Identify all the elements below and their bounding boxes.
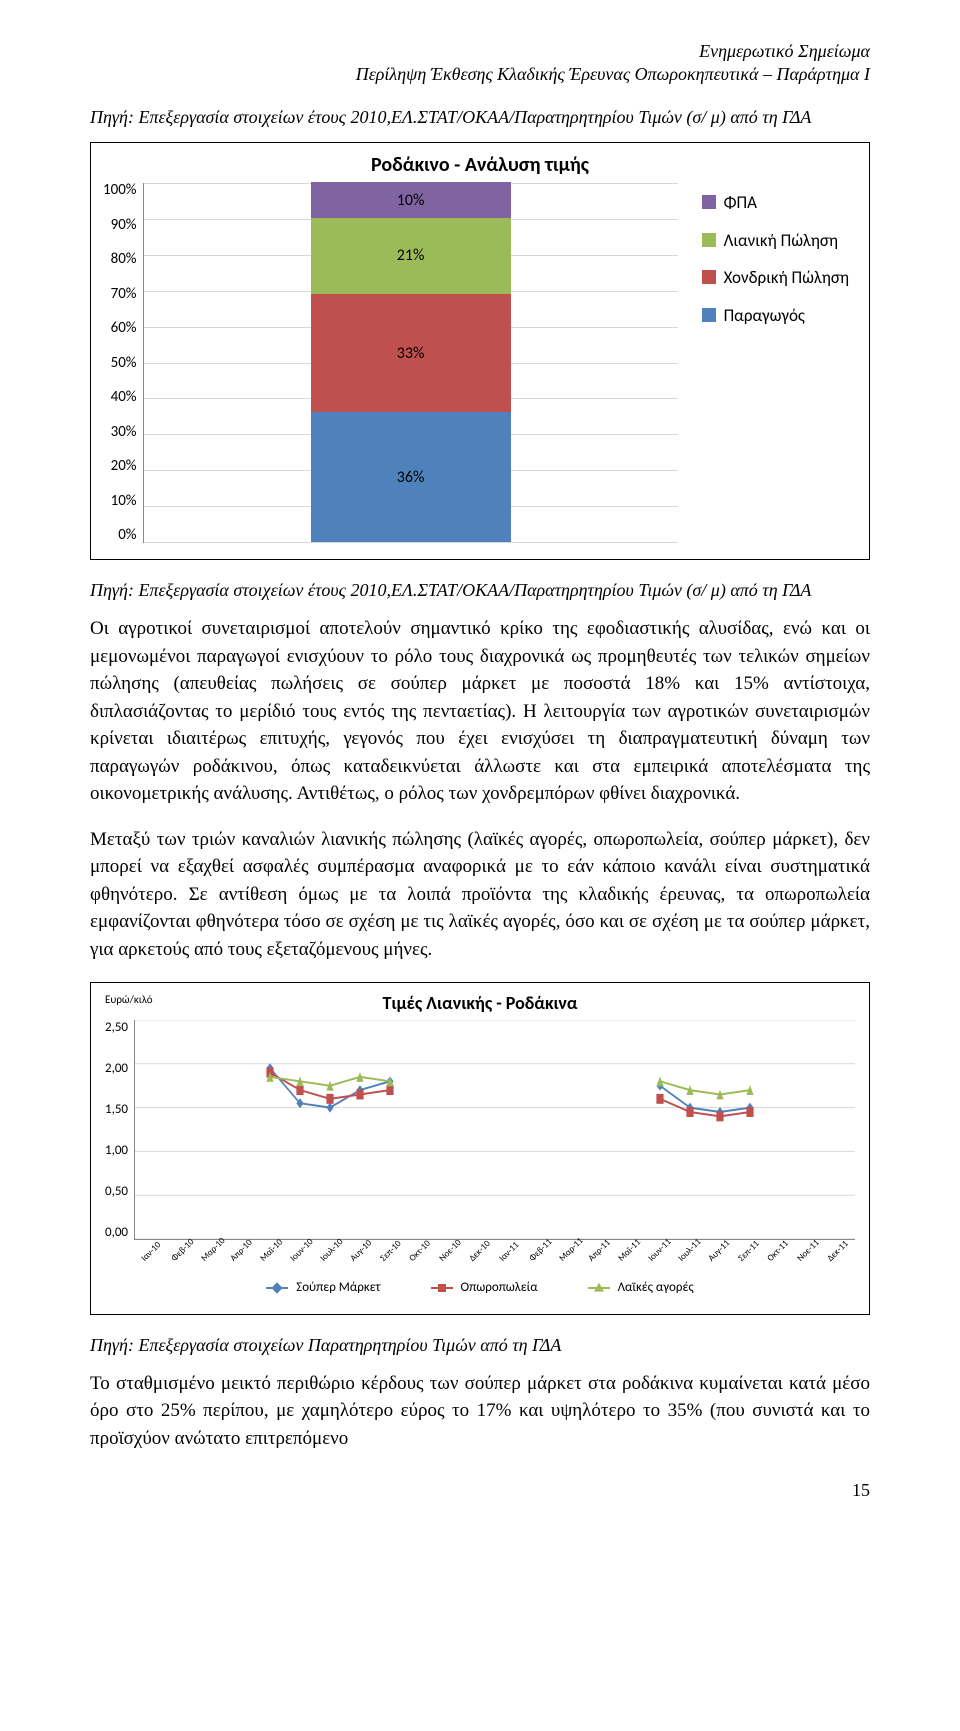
chart1-legend-item: Λιανική Πώληση bbox=[702, 231, 849, 251]
legend-text: Χονδρική Πώληση bbox=[724, 268, 849, 288]
legend-swatch bbox=[702, 270, 716, 284]
chart2-ytick: 1,00 bbox=[105, 1143, 128, 1158]
chart1-segment-lianiki: 21% bbox=[311, 218, 511, 294]
chart2-ytick: 0,00 bbox=[105, 1225, 128, 1240]
chart1-ytick: 40% bbox=[103, 390, 137, 405]
legend-swatch bbox=[702, 308, 716, 322]
chart1-ytick: 100% bbox=[103, 183, 137, 198]
chart1-legend: ΦΠΑ Λιανική Πώληση Χονδρική Πώληση Παραγωγό… bbox=[678, 183, 857, 543]
chart1-ytick: 10% bbox=[103, 494, 137, 509]
doc-header: Ενημερωτικό Σημείωμα Περίληψη Έκθεσης Κλ… bbox=[90, 40, 870, 85]
chart1-legend-item: Παραγωγός bbox=[702, 306, 849, 326]
chart1-ytick: 70% bbox=[103, 287, 137, 302]
legend-text: Οπωροπωλεία bbox=[461, 1281, 538, 1296]
header-line-1: Ενημερωτικό Σημείωμα bbox=[90, 40, 870, 63]
source-line-3: Πηγή: Επεξεργασία στοιχείων Παρατηρητηρί… bbox=[90, 1335, 870, 1356]
chart2-legend-item: Σούπερ Μάρκετ bbox=[266, 1281, 380, 1296]
chart1-title: Ροδάκινο - Ανάλυση τιμής bbox=[103, 153, 857, 177]
chart1-ytick: 50% bbox=[103, 356, 137, 371]
paragraph-1: Οι αγροτικοί συνεταιρισμοί αποτελούν σημ… bbox=[90, 615, 870, 808]
legend-text: Λαϊκές αγορές bbox=[618, 1281, 694, 1296]
legend-text: Σούπερ Μάρκετ bbox=[296, 1281, 380, 1296]
chart1-segment-paragogos: 36% bbox=[311, 412, 511, 542]
legend-swatch bbox=[702, 233, 716, 247]
page-number: 15 bbox=[90, 1480, 870, 1501]
legend-marker bbox=[431, 1283, 453, 1293]
chart2-yaxis: 2,50 2,00 1,50 1,00 0,50 0,00 bbox=[105, 1020, 134, 1240]
chart-line: Ευρώ/κιλό Τιμές Λιανικής - Ροδάκινα 2,50… bbox=[90, 982, 870, 1315]
chart1-ytick: 20% bbox=[103, 459, 137, 474]
legend-text: Παραγωγός bbox=[724, 306, 805, 326]
chart2-legend-item: Λαϊκές αγορές bbox=[588, 1281, 694, 1296]
chart1-segment-fpa: 10% bbox=[311, 182, 511, 218]
chart2-ytick: 1,50 bbox=[105, 1102, 128, 1117]
chart2-title: Τιμές Λιανικής - Ροδάκινα bbox=[105, 992, 855, 1014]
chart2-ytick: 2,50 bbox=[105, 1020, 128, 1035]
chart2-ytick: 2,00 bbox=[105, 1061, 128, 1076]
chart1-legend-item: ΦΠΑ bbox=[702, 193, 849, 213]
chart1-plot: 36%33%21%10% bbox=[143, 183, 678, 543]
legend-swatch bbox=[702, 195, 716, 209]
legend-marker bbox=[266, 1283, 288, 1293]
source-line-2: Πηγή: Επεξεργασία στοιχείων έτους 2010,Ε… bbox=[90, 580, 870, 601]
paragraph-2: Μεταξύ των τριών καναλιών λιανικής πώλησ… bbox=[90, 826, 870, 964]
legend-text: Λιανική Πώληση bbox=[724, 231, 838, 251]
source-line-1: Πηγή: Επεξεργασία στοιχείων έτους 2010,Ε… bbox=[90, 107, 870, 128]
chart2-ytick: 0,50 bbox=[105, 1184, 128, 1199]
chart1-ytick: 90% bbox=[103, 218, 137, 233]
chart1-ytick: 0% bbox=[103, 528, 137, 543]
chart-stacked-bar: Ροδάκινο - Ανάλυση τιμής 100% 90% 80% 70% 60… bbox=[90, 142, 870, 560]
chart2-legend-item: Οπωροπωλεία bbox=[431, 1281, 538, 1296]
header-line-2: Περίληψη Έκθεσης Κλαδικής Έρευνας Οπωροκ… bbox=[90, 63, 870, 86]
chart2-xaxis: Ιαν-10Φεβ-10Μαρ-10Απρ-10Μαϊ-10Ιουν-10Ιου… bbox=[139, 1244, 855, 1255]
chart1-segment-xondriki: 33% bbox=[311, 294, 511, 413]
chart1-stacked-bar: 36%33%21%10% bbox=[311, 182, 511, 542]
paragraph-3: Το σταθμισμένο μεικτό περιθώριο κέρδους … bbox=[90, 1370, 870, 1453]
chart1-yaxis: 100% 90% 80% 70% 60% 50% 40% 30% 20% 10% 0% bbox=[103, 183, 143, 543]
chart1-legend-item: Χονδρική Πώληση bbox=[702, 268, 849, 288]
chart1-ytick: 60% bbox=[103, 321, 137, 336]
chart2-plot bbox=[134, 1020, 855, 1240]
chart1-ytick: 30% bbox=[103, 425, 137, 440]
legend-text: ΦΠΑ bbox=[724, 193, 757, 213]
chart1-ytick: 80% bbox=[103, 252, 137, 267]
legend-marker bbox=[588, 1283, 610, 1293]
